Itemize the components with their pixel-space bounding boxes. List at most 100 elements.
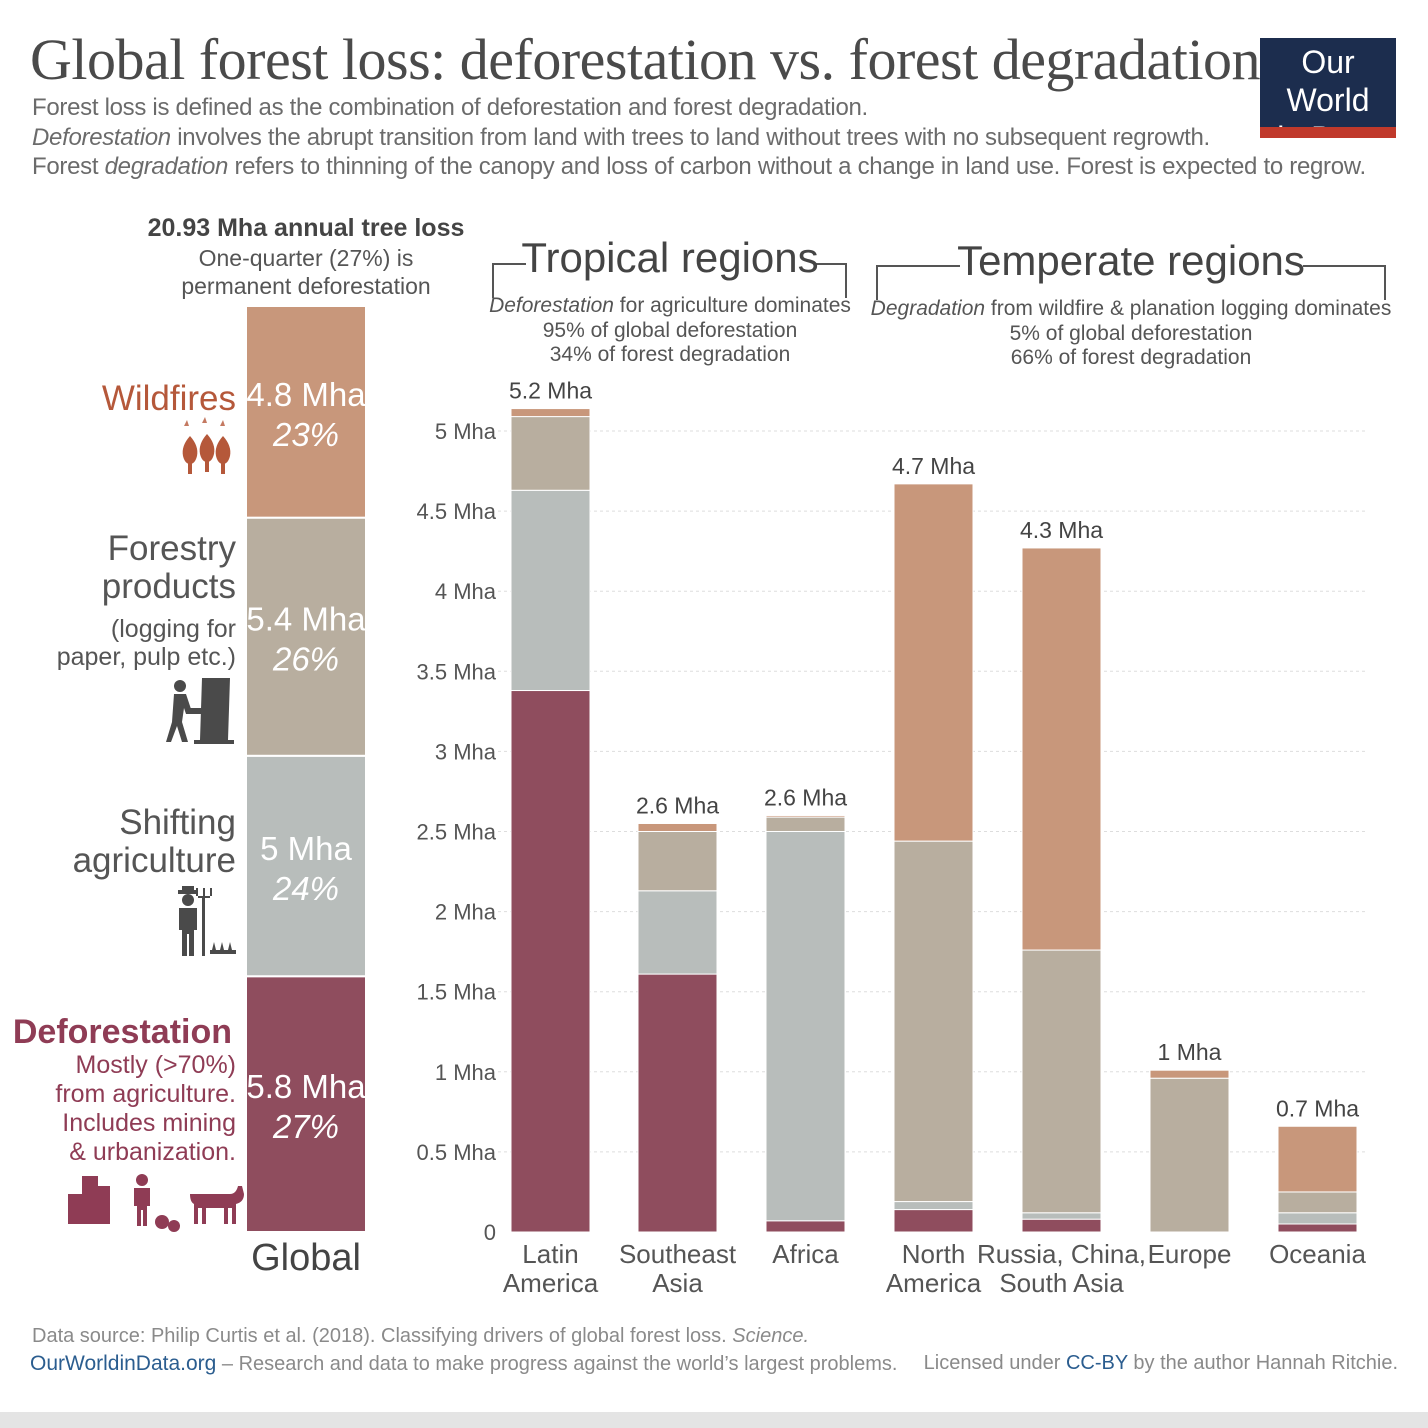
person-head-shape xyxy=(174,680,186,692)
global-x-label: Global xyxy=(251,1237,361,1279)
y-tick-label: 2.5 Mha xyxy=(417,820,497,845)
bar-total-label: 2.6 Mha xyxy=(764,784,847,810)
subtitle-line-1-text: Forest loss is defined as the combinatio… xyxy=(32,94,868,121)
region-desc-line-1: Deforestation for agriculture dominates xyxy=(489,294,851,317)
bar-forestry xyxy=(1149,1077,1230,1233)
bar-shifting xyxy=(1277,1212,1358,1225)
bar-forestry xyxy=(1277,1191,1358,1214)
lumberjack-chainsaw-icon xyxy=(166,678,234,744)
logo-line-1: Our World xyxy=(1286,44,1370,118)
bar-total-label: 1 Mha xyxy=(1158,1039,1222,1065)
subtitle-line-2-text: involves the abrupt transition from land… xyxy=(170,124,1210,151)
y-axis: 0 0.5 Mha 1 Mha 1.5 Mha 2 Mha 2.5 Mha 3 Mha 3.5… xyxy=(417,419,497,1245)
subtitle-line-3: Forest degradation refers to thinning of… xyxy=(32,153,1366,181)
region-title: Tropical regions xyxy=(521,234,818,281)
shifting-label: agriculture xyxy=(73,841,236,880)
bar-forestry xyxy=(893,840,974,1203)
y-tick-label: 2 Mha xyxy=(435,900,497,925)
x-category-label: Southeast xyxy=(619,1239,737,1269)
city-farmer-cow-icon xyxy=(68,1174,244,1232)
bar-shifting xyxy=(893,1201,974,1211)
y-tick-label: 4 Mha xyxy=(435,579,497,604)
bar-deforestation xyxy=(510,690,591,1233)
cc-by-link[interactable]: CC-BY xyxy=(1065,1352,1128,1374)
global-bar-shifting xyxy=(245,754,367,978)
global-pct-label: 24% xyxy=(272,870,339,907)
region-desc-line-3: 34% of forest degradation xyxy=(550,343,791,366)
bar-total-label: 0.7 Mha xyxy=(1276,1095,1359,1121)
global-value-label: 4.8 Mha xyxy=(246,376,366,413)
x-category-label: North xyxy=(902,1239,966,1269)
deforestation-sublabel: from agriculture. xyxy=(55,1080,236,1108)
tree-trunk-shape xyxy=(221,462,225,474)
global-pct-label: 26% xyxy=(272,641,339,678)
bar-forestry xyxy=(637,831,718,892)
bar-wildfires xyxy=(637,822,718,832)
building-shape xyxy=(96,1186,110,1224)
building-shape xyxy=(68,1194,84,1224)
farmer-pitchfork-icon xyxy=(178,886,236,956)
bar-wildfires xyxy=(765,814,846,818)
chainsaw-shape xyxy=(186,708,204,714)
bracket-right xyxy=(1303,265,1386,300)
shifting-label: Shifting xyxy=(119,803,236,842)
license-text-rest: by the author Hannah Ritchie. xyxy=(1127,1352,1398,1374)
footer-source: Data source: Philip Curtis et al. (2018)… xyxy=(32,1325,809,1348)
bracket-left xyxy=(876,265,960,300)
global-value-label: 5 Mha xyxy=(260,830,352,867)
global-heading: 20.93 Mha annual tree loss xyxy=(148,214,465,242)
region-desc-line-3: 66% of forest degradation xyxy=(1011,346,1252,369)
farmer-body-shape xyxy=(134,1188,150,1226)
bar-wildfires xyxy=(893,483,974,842)
subtitle-line-3-pre: Forest xyxy=(32,153,105,180)
forestry-label: products xyxy=(102,567,236,606)
bottom-strip xyxy=(0,1412,1428,1428)
footer-site: OurWorldinData.org – Research and data t… xyxy=(30,1352,897,1376)
bar-total-label: 2.6 Mha xyxy=(636,792,719,818)
person-body-shape xyxy=(166,694,192,742)
forestry-label: Forestry xyxy=(108,529,237,568)
subtitle-line-1: Forest loss is defined as the combinatio… xyxy=(32,94,868,122)
flame-tree-shape xyxy=(215,436,231,464)
x-category-label: Africa xyxy=(772,1239,839,1269)
owid-logo[interactable]: Our World in Data xyxy=(1260,38,1396,156)
x-category-label: Latin xyxy=(522,1239,578,1269)
building-shape xyxy=(82,1176,98,1224)
bar-deforestation xyxy=(1277,1223,1358,1233)
subtitle-line-2: Deforestation involves the abrupt transi… xyxy=(32,124,1210,152)
bracket-right xyxy=(814,263,847,298)
subtitle-line-3-text: refers to thinning of the canopy and los… xyxy=(228,153,1366,180)
footer-site-text: – Research and data to make progress aga… xyxy=(216,1353,898,1375)
tree-trunk-shape xyxy=(188,462,192,474)
bar-total-label: 5.2 Mha xyxy=(509,378,592,404)
tropical-header: Tropical regions Deforestation for agricu… xyxy=(489,234,851,366)
bar-wildfires xyxy=(510,408,591,418)
produce-shape xyxy=(168,1220,180,1232)
y-tick-label: 3 Mha xyxy=(435,739,497,764)
region-desc-line-2: 95% of global deforestation xyxy=(543,319,798,342)
y-tick-label: 5 Mha xyxy=(435,419,497,444)
hat-top-shape xyxy=(182,886,194,892)
pitchfork-handle-shape xyxy=(202,896,205,956)
license-text-pre: Licensed under xyxy=(923,1352,1066,1374)
y-tick-label: 0 xyxy=(484,1220,496,1245)
bracket-left xyxy=(492,263,526,298)
forestry-sublabel: paper, pulp etc.) xyxy=(57,643,236,671)
x-category-label: Asia xyxy=(652,1268,703,1298)
site-link[interactable]: OurWorldinData.org xyxy=(30,1352,217,1375)
tree-trunk-shape xyxy=(205,460,209,472)
global-heading-line: permanent deforestation xyxy=(181,273,430,299)
y-tick-label: 1.5 Mha xyxy=(417,980,497,1005)
x-category-label: South Asia xyxy=(999,1268,1124,1298)
bar-shifting xyxy=(637,890,718,975)
subtitle-line-3-em: degradation xyxy=(104,153,229,180)
region-desc-em: Degradation xyxy=(871,297,985,320)
global-pct-label: 23% xyxy=(272,416,339,453)
crops-shape xyxy=(210,942,236,954)
global-bar-forestry xyxy=(245,516,367,757)
bar-forestry xyxy=(1021,949,1102,1214)
deforestation-sublabel: Includes mining xyxy=(62,1109,236,1137)
